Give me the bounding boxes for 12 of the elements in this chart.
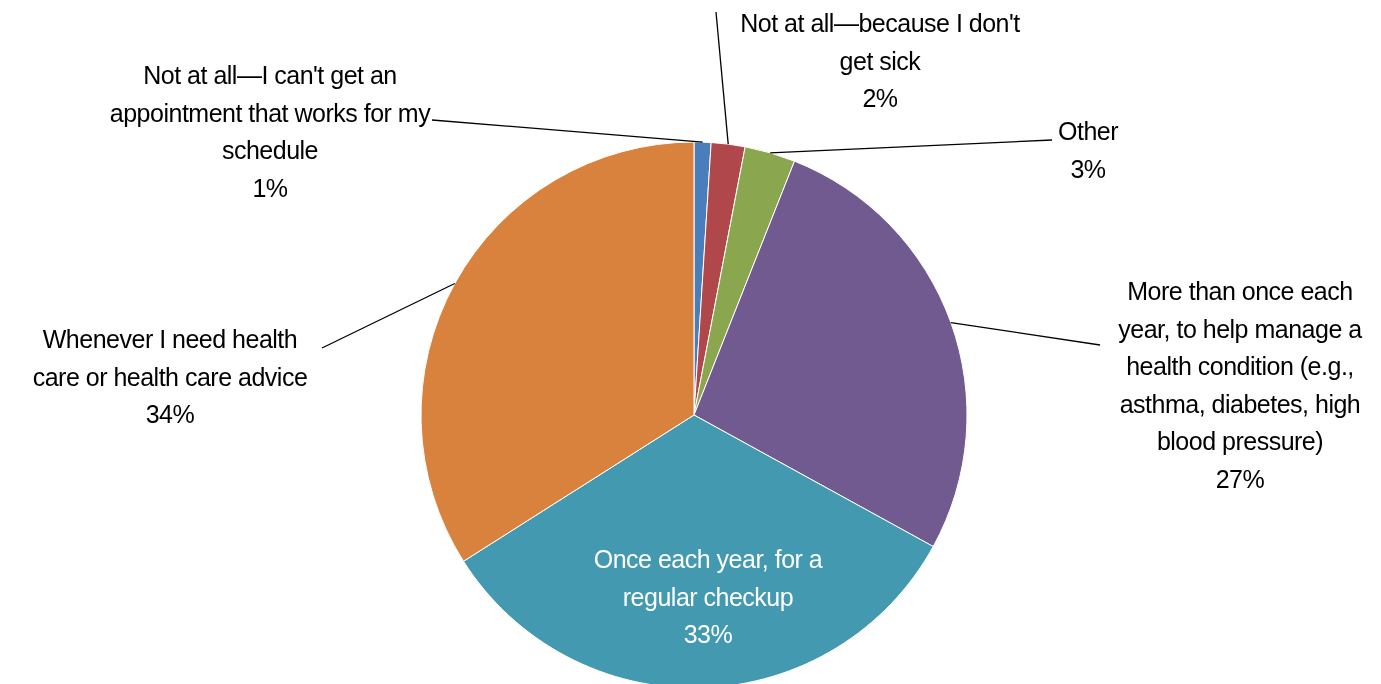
slice-label: Other [1057,117,1119,145]
data-label: 33% [683,620,733,648]
slice-label: Whenever I need health care or health care advice [32,325,308,391]
slice-label: Once each year, for a regular checkup [593,545,823,611]
data-label: 2% [862,84,898,112]
slice-label: Not at all—I can't get an appointment that works for my schedule [109,61,432,164]
slice-label: More than once each year, to help manage a health condition (e.g., asthma, diabetes, high blood pressure) [1118,277,1363,455]
data-label: 34% [145,400,195,428]
data-label: 27% [1215,464,1265,493]
slice-label: Not at all—because I don't get sick [740,9,1021,75]
data-label: 1% [252,173,288,202]
data-label: 3% [1070,154,1106,183]
